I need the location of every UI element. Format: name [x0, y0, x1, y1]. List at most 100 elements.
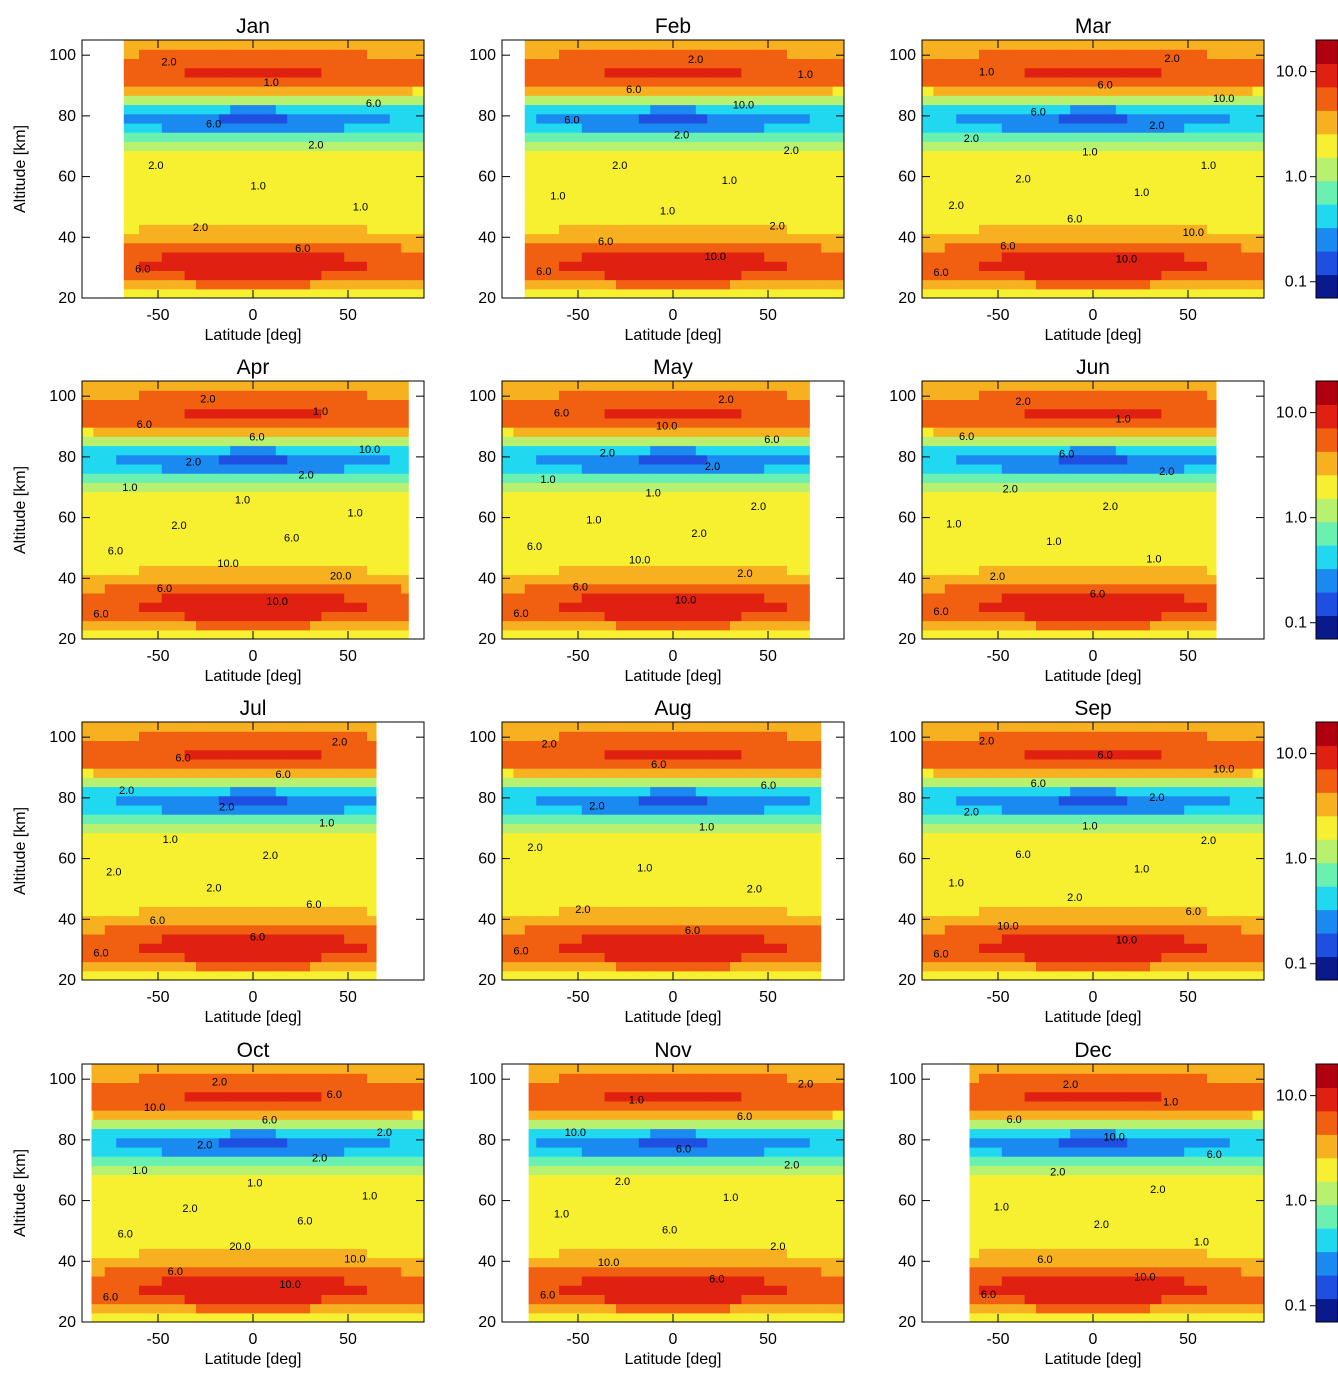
y-tick-label: 80: [478, 449, 496, 466]
heatmap-cell: [661, 546, 674, 557]
heatmap-cell: [559, 233, 571, 244]
heatmap-cell: [832, 242, 844, 253]
heatmap-cell: [150, 436, 163, 447]
heatmap-cell: [401, 279, 414, 290]
y-tick-label: 40: [58, 570, 76, 587]
heatmap-cell: [298, 510, 311, 520]
heatmap-cell: [389, 196, 402, 207]
heatmap-cell: [196, 86, 208, 96]
heatmap-cell: [1081, 159, 1094, 170]
x-tick-label: 0: [669, 307, 678, 324]
heatmap-cell: [116, 629, 129, 639]
heatmap-cell: [956, 381, 969, 391]
heatmap-cell: [378, 178, 391, 189]
heatmap-cell: [378, 556, 391, 566]
contour-label: 1.0: [347, 507, 362, 519]
heatmap-cell: [401, 132, 414, 142]
heatmap-cell: [150, 67, 163, 78]
heatmap-cell: [1241, 49, 1254, 60]
heatmap-cell: [298, 150, 311, 161]
heatmap-cell: [547, 251, 560, 262]
heatmap-cell: [1001, 224, 1014, 235]
heatmap-cell: [944, 565, 957, 576]
heatmap-cell: [1127, 436, 1140, 447]
heatmap-cell: [764, 196, 777, 207]
heatmap-cell: [502, 86, 514, 96]
heatmap-cell: [230, 122, 243, 133]
heatmap-cell: [173, 463, 186, 474]
heatmap-cell: [344, 592, 357, 603]
heatmap-cell: [332, 574, 345, 585]
y-tick-label: 20: [478, 631, 496, 648]
heatmap-cell: [967, 187, 980, 198]
heatmap-cell: [1195, 205, 1208, 216]
heatmap-cell: [1172, 279, 1185, 290]
heatmap-cell: [990, 113, 1003, 124]
heatmap-cell: [559, 537, 571, 548]
heatmap-cell: [810, 510, 822, 520]
heatmap-cell: [161, 500, 174, 511]
heatmap-cell: [1093, 242, 1105, 253]
heatmap-cell: [547, 242, 560, 253]
heatmap-cell: [684, 592, 697, 603]
heatmap-cell: [570, 169, 583, 179]
heatmap-cell: [524, 565, 537, 576]
heatmap-cell: [1104, 270, 1117, 281]
heatmap-cell: [956, 463, 969, 474]
contour-label: 2.0: [298, 469, 313, 481]
heatmap-cell: [161, 113, 174, 124]
heatmap-cell: [298, 76, 311, 87]
heatmap-cell: [1093, 629, 1105, 639]
heatmap-cell: [832, 150, 844, 161]
heatmap-cell: [627, 592, 640, 603]
heatmap-cell: [1070, 132, 1083, 142]
heatmap-cell: [287, 187, 300, 198]
heatmap-cell: [695, 150, 708, 161]
heatmap-cell: [990, 150, 1003, 161]
heatmap-cell: [196, 95, 208, 106]
heatmap-cell: [809, 242, 822, 253]
heatmap-cell: [1150, 76, 1162, 87]
heatmap-cell: [979, 215, 991, 225]
heatmap-cell: [956, 500, 969, 511]
heatmap-cell: [1047, 528, 1060, 539]
heatmap-cell: [650, 583, 663, 594]
heatmap-cell: [1138, 620, 1151, 631]
heatmap-cell: [673, 215, 685, 225]
heatmap-cell: [207, 546, 220, 557]
heatmap-cell: [787, 408, 799, 419]
heatmap-cell: [1138, 196, 1151, 207]
heatmap-cell: [1115, 611, 1128, 622]
heatmap-cell: [570, 445, 583, 456]
heatmap-cell: [990, 537, 1003, 548]
heatmap-cell: [207, 215, 220, 225]
heatmap-cell: [344, 473, 357, 483]
heatmap-cell: [616, 251, 628, 262]
heatmap-cell: [707, 583, 720, 594]
heatmap-cell: [196, 436, 208, 447]
heatmap-cell: [933, 482, 946, 493]
heatmap-cell: [752, 49, 765, 60]
heatmap-cell: [275, 141, 288, 152]
heatmap-cell: [218, 215, 231, 225]
heatmap-cell: [1024, 242, 1037, 253]
heatmap-cell: [956, 76, 969, 87]
heatmap-cell: [401, 122, 414, 133]
heatmap-cell: [275, 279, 288, 290]
heatmap-cell: [684, 537, 697, 548]
heatmap-cell: [1229, 187, 1242, 198]
heatmap-cell: [1252, 132, 1264, 142]
heatmap-cell: [1229, 67, 1242, 78]
heatmap-cell: [1058, 86, 1071, 96]
heatmap-cell: [581, 537, 594, 548]
heatmap-cell: [752, 113, 765, 124]
heatmap-cell: [196, 482, 208, 493]
heatmap-cell: [196, 279, 208, 290]
heatmap-cell: [264, 482, 277, 493]
heatmap-cell: [275, 40, 288, 50]
heatmap-cell: [718, 583, 731, 594]
heatmap-cell: [695, 436, 708, 447]
heatmap-cell: [638, 583, 651, 594]
heatmap-cell: [161, 565, 174, 576]
heatmap-cell: [332, 187, 345, 198]
